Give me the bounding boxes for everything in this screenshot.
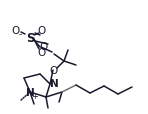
Text: +: +: [32, 92, 38, 101]
Text: N: N: [26, 87, 34, 97]
Text: O: O: [38, 48, 46, 57]
Text: -: -: [18, 30, 22, 39]
Text: N: N: [50, 78, 58, 88]
Text: O: O: [11, 26, 19, 36]
Text: O: O: [50, 65, 58, 75]
Text: O: O: [38, 26, 46, 36]
Text: S: S: [26, 31, 34, 44]
Text: O: O: [40, 42, 48, 52]
